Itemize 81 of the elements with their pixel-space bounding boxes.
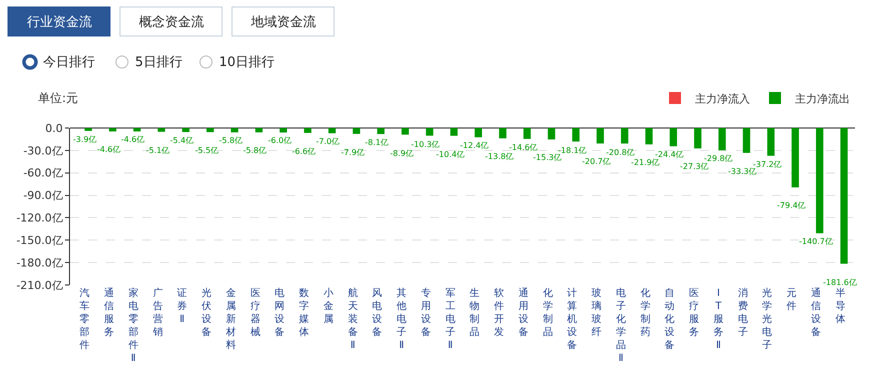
data-label: -4.6亿 <box>121 135 145 144</box>
data-label: -14.6亿 <box>509 143 538 152</box>
y-tick-label: -180.0亿 <box>16 256 63 270</box>
x-tick-label: 消费电子 <box>738 287 748 338</box>
x-tick-label: 生物制品 <box>470 287 480 338</box>
data-label: -5.5亿 <box>195 146 219 155</box>
data-label: -27.3亿 <box>680 162 709 171</box>
data-label: -8.9亿 <box>390 149 414 158</box>
x-tick-label: 军工电子Ⅱ <box>445 288 456 351</box>
data-label: -37.2亿 <box>753 160 782 169</box>
y-tick-label: -210.0亿 <box>16 278 63 292</box>
data-label: -10.3亿 <box>411 140 440 149</box>
x-tick-label: 广告营销 <box>152 287 163 338</box>
legend-label: 主力净流出 <box>795 92 850 106</box>
data-label: -7.9亿 <box>341 148 365 157</box>
x-tick-label: 医疗服务 <box>689 288 700 338</box>
y-tick-label: -60.0亿 <box>23 166 63 180</box>
x-tick-label: 证券Ⅱ <box>177 287 188 325</box>
x-tick-label: 金属新材料 <box>224 287 236 351</box>
x-tick-label: 数字媒体 <box>299 288 310 338</box>
data-label: -5.8亿 <box>243 146 267 155</box>
x-tick-label: 电网设备 <box>274 287 285 338</box>
x-tick-label: 光学光电子 <box>762 287 772 351</box>
data-label: -33.3亿 <box>728 167 757 176</box>
y-tick-label: -120.0亿 <box>16 212 63 225</box>
x-tick-label: 计算机设备 <box>567 287 578 351</box>
x-tick-label: 航天装备Ⅱ <box>348 287 358 351</box>
data-label: -79.4亿 <box>777 201 806 210</box>
data-label: -6.6亿 <box>292 147 316 156</box>
x-tick-label: 自动化设备 <box>664 287 675 351</box>
data-label: -3.9亿 <box>73 135 97 144</box>
data-label: -181.6亿 <box>823 278 857 287</box>
data-label: -15.3亿 <box>533 153 562 162</box>
x-tick-label: 家电零部件Ⅱ <box>128 287 138 364</box>
x-tick-label: 医疗器械 <box>250 288 260 338</box>
data-label: -20.7亿 <box>582 157 611 166</box>
x-tick-label: 化学制药 <box>640 287 650 338</box>
x-tick-label: 软件开发 <box>494 287 504 338</box>
x-tick-label: 通用设备 <box>518 287 528 338</box>
text: 地域资金流 <box>250 14 316 30</box>
data-label: -6.0亿 <box>268 136 292 145</box>
x-tick-label: 风电设备 <box>372 288 382 338</box>
text: 行业资金流 <box>27 14 92 30</box>
data-label: -140.7亿 <box>799 237 833 246</box>
x-tick-label: 通信设备 <box>810 287 821 338</box>
y-tick-label: -90.0亿 <box>23 189 63 202</box>
data-label: -4.6亿 <box>97 145 121 154</box>
x-tick-label: 电子化学品Ⅱ <box>616 287 626 364</box>
x-tick-label: IT服务Ⅱ <box>713 288 724 351</box>
text: 今日排行 <box>43 55 95 70</box>
x-tick-label: 玻璃玻纤 <box>592 287 602 338</box>
y-tick-label: -30.0亿 <box>23 144 63 158</box>
x-tick-label: 元件 <box>786 288 797 312</box>
data-label: -29.8亿 <box>704 154 733 163</box>
data-label: -24.4亿 <box>655 150 684 159</box>
data-label: -5.4亿 <box>170 136 194 145</box>
x-tick-label: 化学制品 <box>542 287 553 338</box>
text: 10日排行 <box>219 55 275 70</box>
x-tick-label: 通信服务 <box>104 287 114 338</box>
data-label: -18.1亿 <box>558 146 587 155</box>
data-label: -20.8亿 <box>606 148 635 157</box>
text: 5日排行 <box>135 55 182 70</box>
text: 概念资金流 <box>139 14 204 30</box>
x-tick-label: 半导体 <box>835 287 846 325</box>
legend-label: 主力净流入 <box>695 92 750 106</box>
data-label: -21.9亿 <box>631 158 660 167</box>
x-tick-label: 光伏设备 <box>202 287 212 338</box>
x-tick-label: 小金属 <box>323 287 334 325</box>
data-label: -13.8亿 <box>485 152 514 161</box>
data-label: -12.4亿 <box>460 141 489 150</box>
x-tick-label: 汽车零部件 <box>80 287 90 351</box>
x-tick-label: 其他电子Ⅱ <box>396 287 407 351</box>
x-tick-label: 专用设备 <box>420 287 431 338</box>
y-tick-label: 0.0 <box>45 122 63 135</box>
data-label: -5.8亿 <box>219 136 243 145</box>
data-label: -7.0亿 <box>316 137 340 146</box>
data-label: -8.1亿 <box>365 138 389 147</box>
y-axis-title: 单位:元 <box>38 91 78 105</box>
y-tick-label: -150.0亿 <box>16 234 63 247</box>
data-label: -5.1亿 <box>146 146 170 155</box>
data-label: -10.4亿 <box>436 150 465 159</box>
